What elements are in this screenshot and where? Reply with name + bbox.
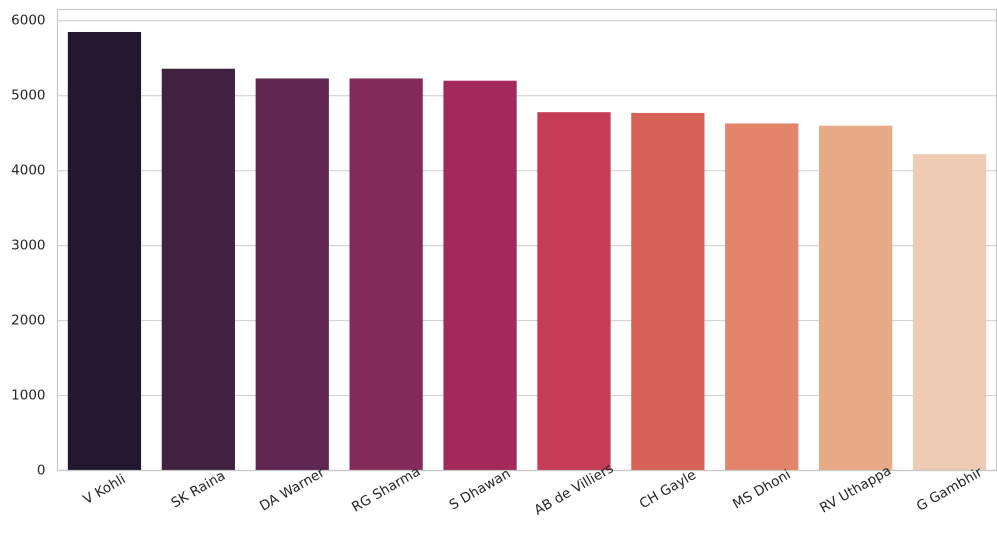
bar bbox=[819, 125, 893, 471]
bar bbox=[255, 78, 329, 471]
y-tick-label: 0 bbox=[37, 463, 46, 479]
bar bbox=[349, 78, 423, 471]
bar bbox=[537, 112, 611, 471]
y-tick-label: 1000 bbox=[11, 388, 45, 404]
y-tick-label: 2000 bbox=[11, 313, 45, 329]
x-tick-label: G Gambhir bbox=[914, 464, 986, 515]
bars bbox=[67, 31, 987, 471]
x-tick-label: CH Gayle bbox=[637, 467, 699, 512]
x-tick-label: SK Raina bbox=[169, 468, 229, 512]
y-tick-label: 5000 bbox=[11, 88, 45, 104]
x-tick-label: V Kohli bbox=[81, 471, 129, 508]
y-axis-ticks: 0 1000 2000 3000 4000 5000 6000 bbox=[11, 13, 45, 479]
bar bbox=[631, 112, 705, 471]
x-tick-label: S Dhawan bbox=[447, 466, 514, 514]
x-tick-label: RG Sharma bbox=[349, 464, 423, 516]
bar bbox=[161, 68, 235, 471]
bar bbox=[67, 31, 142, 471]
x-tick-label: DA Warner bbox=[257, 464, 328, 514]
y-tick-label: 6000 bbox=[11, 13, 45, 29]
bar bbox=[912, 154, 987, 471]
y-tick-label: 4000 bbox=[11, 163, 45, 179]
y-tick-label: 3000 bbox=[11, 238, 45, 254]
bar bbox=[443, 80, 517, 471]
x-tick-label: MS Dhoni bbox=[730, 467, 793, 513]
bar bbox=[725, 123, 799, 471]
